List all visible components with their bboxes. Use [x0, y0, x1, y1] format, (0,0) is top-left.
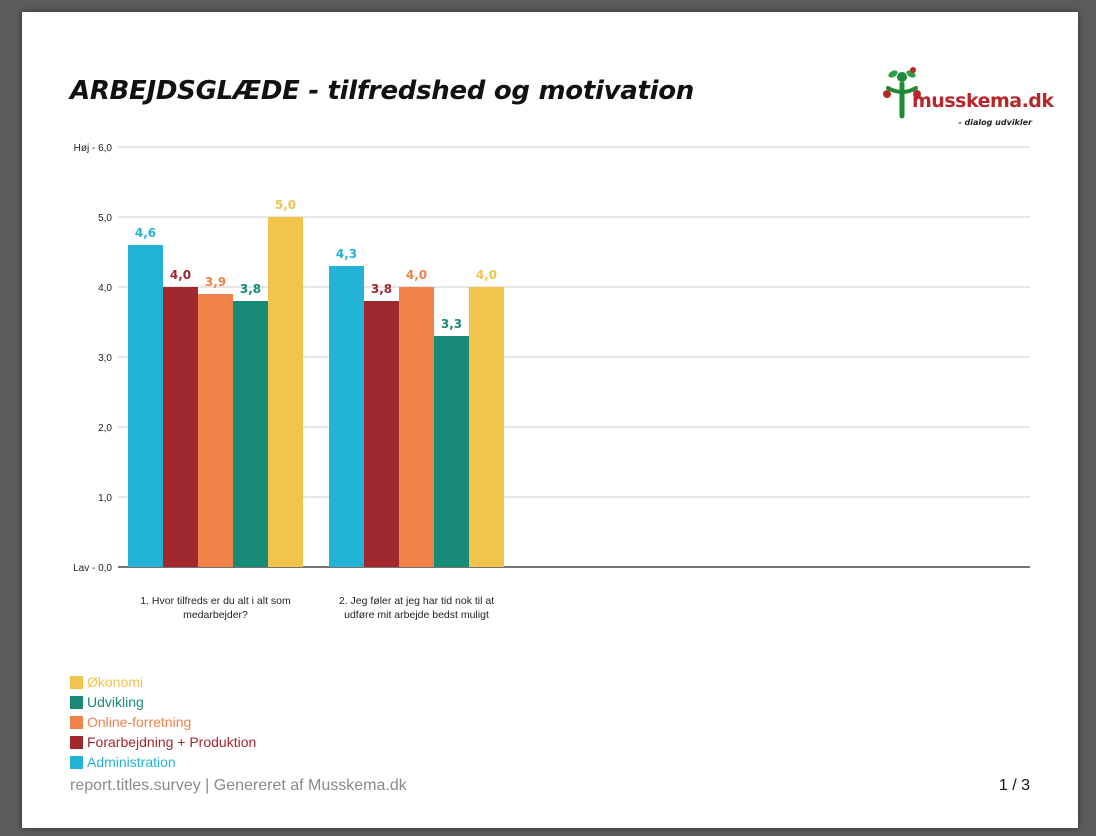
legend-label: Forarbejdning + Produktion [87, 734, 257, 750]
y-tick-label: 4,0 [98, 283, 112, 294]
y-tick-label: Lav - 0,0 [73, 563, 112, 574]
bar [434, 336, 469, 567]
data-label: 4,0 [170, 268, 191, 282]
y-tick-label: 1,0 [98, 493, 112, 504]
data-label: 4,0 [406, 268, 427, 282]
bar [268, 217, 303, 567]
data-label: 4,0 [476, 268, 497, 282]
y-tick-label: 5,0 [98, 213, 112, 224]
legend-item: Udvikling [70, 692, 256, 712]
tree-person-icon [883, 67, 921, 119]
legend-item: Økonomi [70, 672, 256, 692]
bar [128, 245, 163, 567]
legend-label: Økonomi [87, 674, 144, 690]
x-category-label: medarbejder? [183, 609, 248, 621]
page-number: 1 / 3 [998, 777, 1030, 794]
legend-swatch [70, 695, 83, 709]
legend-item: Administration [70, 752, 256, 772]
logo-name: musskema.dk [912, 90, 1054, 112]
report-page: ARBEJDSGLÆDE - tilfredshed og motivation… [22, 12, 1078, 828]
musskema-logo: musskema.dk - dialog udvikler [880, 60, 1054, 132]
y-tick-label: Høj - 6,0 [74, 143, 113, 154]
data-label: 5,0 [275, 198, 296, 212]
data-label: 4,6 [135, 226, 156, 240]
x-category-label: 2. Jeg føler at jeg har tid nok til at [339, 595, 494, 607]
data-label: 4,3 [336, 247, 357, 261]
logo-tagline: - dialog udvikler [958, 118, 1032, 127]
bar [198, 294, 233, 567]
data-label: 3,9 [205, 275, 226, 289]
legend-item: Forarbejdning + Produktion [70, 732, 256, 752]
x-category-label: udføre mit arbejde bedst muligt [344, 609, 489, 621]
legend-label: Udvikling [87, 694, 144, 710]
bar [364, 301, 399, 567]
bar-chart: Høj - 6,0 5,0 4,0 3,0 2,0 1,0 Lav - 0,0 4,6 4,0 3… [73, 143, 1030, 621]
data-label: 3,8 [240, 282, 261, 296]
legend-label: Online-forretning [87, 714, 192, 730]
legend-swatch [70, 715, 83, 729]
legend-swatch [70, 675, 83, 689]
bar [399, 287, 434, 567]
bar [233, 301, 268, 567]
legend-label: Administration [87, 754, 176, 770]
bar [329, 266, 364, 567]
data-label: 3,3 [441, 317, 462, 331]
legend-item: Online-forretning [70, 712, 256, 732]
y-tick-label: 3,0 [98, 353, 112, 364]
bar [163, 287, 198, 567]
legend-swatch [70, 735, 83, 749]
bar [469, 287, 504, 567]
legend-swatch [70, 755, 83, 769]
footer-text: report.titles.survey | Genereret af Muss… [70, 777, 407, 794]
page-title: ARBEJDSGLÆDE - tilfredshed og motivation [70, 76, 694, 106]
y-tick-label: 2,0 [98, 423, 112, 434]
chart-legend: Økonomi Udvikling Online-forretning Forarbe… [70, 672, 256, 772]
data-label: 3,8 [371, 282, 392, 296]
x-category-label: 1. Hvor tilfreds er du alt i alt som [140, 595, 291, 607]
